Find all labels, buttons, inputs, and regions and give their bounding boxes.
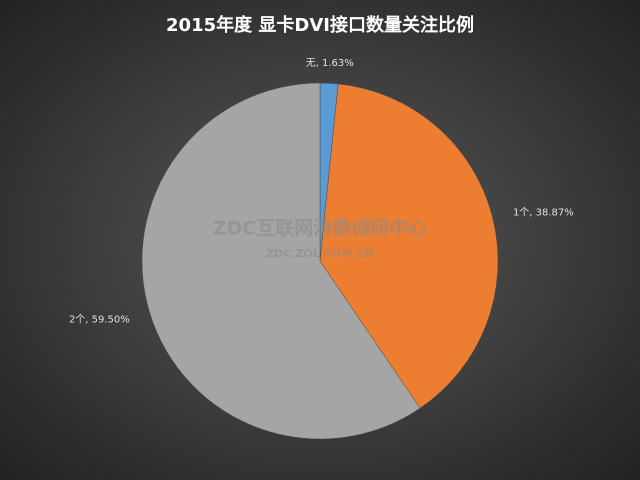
watermark-text: ZDC互联网消费调研中心 (213, 217, 428, 240)
pie (141, 82, 499, 440)
pie-slice (319, 83, 499, 409)
watermark-url: ZDC.ZOL.COM.CN (266, 247, 374, 260)
data-label: 2个, 59.50% (69, 314, 130, 326)
pie-slice (141, 82, 421, 440)
data-label: 无, 1.63% (306, 58, 354, 69)
data-label: 1个, 38.87% (513, 206, 574, 218)
chart-title: 2015年度 显卡DVI接口数量关注比例 (166, 14, 474, 36)
